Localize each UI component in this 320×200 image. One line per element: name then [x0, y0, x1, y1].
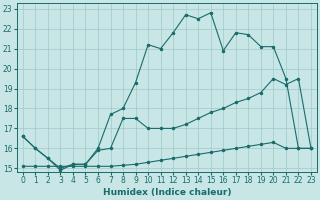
X-axis label: Humidex (Indice chaleur): Humidex (Indice chaleur)	[103, 188, 231, 197]
